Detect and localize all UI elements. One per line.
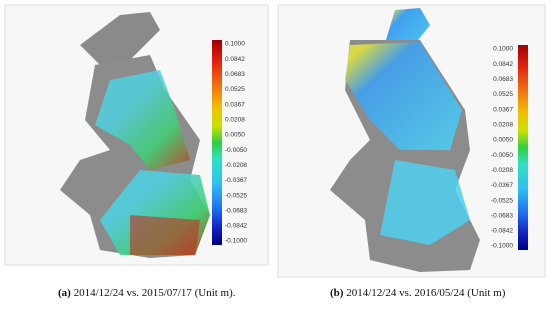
colorbar-b (518, 45, 528, 250)
caption-b: (b) 2014/12/24 vs. 2016/05/24 (Unit m) (330, 287, 505, 299)
colorbar-label: 0.1000 (493, 46, 513, 53)
colorbar-label: 0.0367 (225, 101, 245, 108)
figure-panels: 0.1000 0.0842 0.0683 0.0525 0.0367 0.0208 0.00… (4, 4, 546, 278)
colorbar-label: -0.0842 (225, 223, 247, 230)
colorbar-label: -0.0050 (491, 152, 513, 159)
colorbar-label: -0.1000 (225, 238, 247, 245)
colorbar-label: 0.0208 (493, 121, 513, 128)
colorbar-label: 0.0367 (493, 106, 513, 113)
colorbar-label: -0.0525 (225, 192, 247, 199)
colorbar-a (212, 40, 222, 245)
panel-label: (b) (330, 287, 344, 299)
colorbar-label: -0.0683 (225, 207, 247, 214)
point-cloud-a (60, 12, 210, 258)
colorbar-label: 0.0683 (493, 76, 513, 83)
colorbar-label: 0.1000 (225, 41, 245, 48)
caption-text: 2014/12/24 vs. 2016/05/24 (Unit m) (346, 287, 506, 299)
colorbar-label: 0.0683 (225, 71, 245, 78)
colorbar-label: 0.0525 (493, 91, 513, 98)
colorbar-label: -0.0683 (491, 212, 513, 219)
colorbar-label: -0.0842 (491, 228, 513, 235)
colorbar-label: 0.0050 (225, 132, 245, 139)
colorbar-label: 0.0842 (225, 56, 245, 63)
colorbar-label: 0.0525 (225, 86, 245, 93)
colorbar-label: -0.0050 (225, 147, 247, 154)
point-cloud-b (330, 8, 480, 272)
colorbar-label: 0.0842 (493, 61, 513, 68)
panel-label: (a) (58, 287, 71, 299)
colorbar-label: 0.0050 (493, 137, 513, 144)
colorbar-label: -0.0367 (491, 182, 513, 189)
colorbar-label: 0.0208 (225, 116, 245, 123)
colorbar-label: -0.0367 (225, 177, 247, 184)
caption-text: 2014/12/24 vs. 2015/07/17 (Unit m). (73, 287, 236, 299)
caption-a: (a) 2014/12/24 vs. 2015/07/17 (Unit m). (58, 287, 236, 299)
colorbar-label: -0.0208 (491, 167, 513, 174)
colorbar-label: -0.0208 (225, 162, 247, 169)
colorbar-label: -0.0525 (491, 197, 513, 204)
colorbar-label: -0.1000 (491, 243, 513, 250)
